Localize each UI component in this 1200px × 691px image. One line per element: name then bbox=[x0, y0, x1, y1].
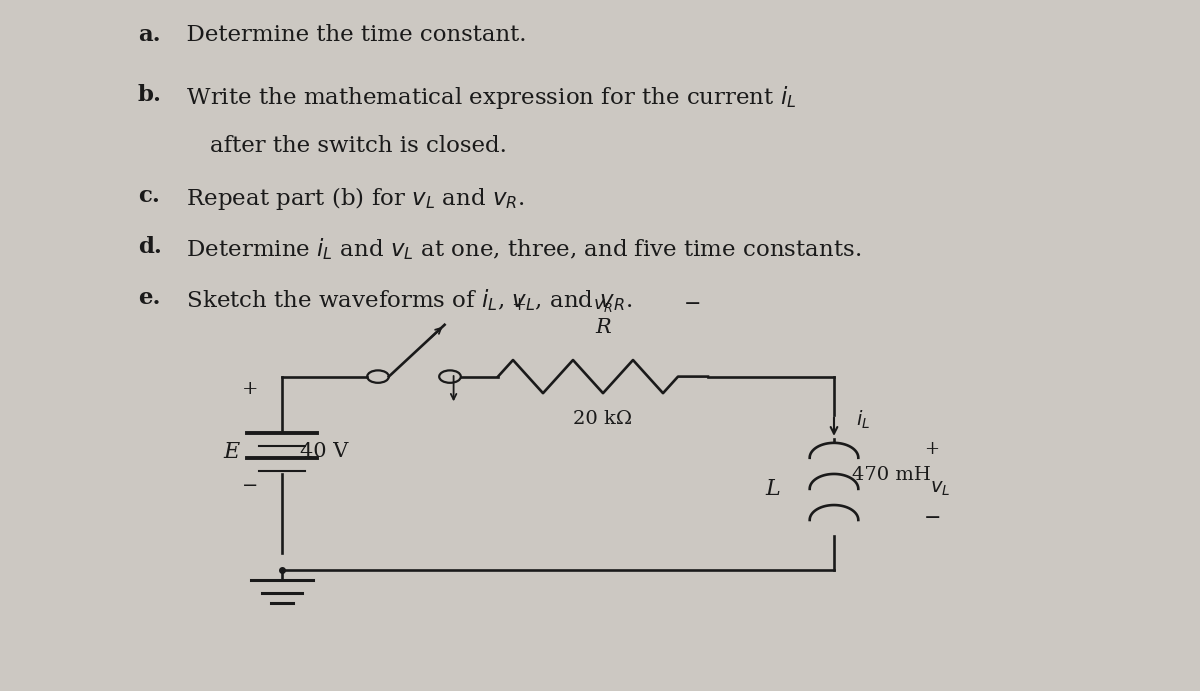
Text: +: + bbox=[511, 296, 527, 314]
Text: $v_R$: $v_R$ bbox=[593, 296, 613, 314]
Text: L: L bbox=[764, 478, 780, 500]
Text: E: E bbox=[223, 441, 240, 463]
Text: Sketch the waveforms of $i_L$, $v_L$, and $v_R$.: Sketch the waveforms of $i_L$, $v_L$, an… bbox=[172, 287, 632, 312]
Text: 40 V: 40 V bbox=[300, 442, 348, 462]
Text: Write the mathematical expression for the current $i_L$: Write the mathematical expression for th… bbox=[172, 84, 796, 111]
Text: a.: a. bbox=[138, 24, 161, 46]
Text: c.: c. bbox=[138, 185, 160, 207]
Text: +: + bbox=[924, 440, 938, 458]
Text: Determine the time constant.: Determine the time constant. bbox=[172, 24, 526, 46]
Text: −: − bbox=[241, 477, 258, 495]
Text: 20 kΩ: 20 kΩ bbox=[574, 410, 632, 428]
Text: R: R bbox=[595, 318, 611, 337]
Text: Repeat part (b) for $v_L$ and $v_R$.: Repeat part (b) for $v_L$ and $v_R$. bbox=[172, 185, 524, 212]
Text: Determine $i_L$ and $v_L$ at one, three, and five time constants.: Determine $i_L$ and $v_L$ at one, three,… bbox=[172, 236, 860, 262]
Text: 470 mH: 470 mH bbox=[852, 466, 931, 484]
Text: −: − bbox=[924, 509, 942, 528]
Text: e.: e. bbox=[138, 287, 161, 309]
Text: $v_L$: $v_L$ bbox=[930, 480, 950, 498]
Text: −: − bbox=[684, 295, 702, 314]
Text: $i_L$: $i_L$ bbox=[856, 409, 870, 431]
Text: d.: d. bbox=[138, 236, 162, 258]
Text: after the switch is closed.: after the switch is closed. bbox=[210, 135, 506, 157]
Text: b.: b. bbox=[138, 84, 162, 106]
Text: +: + bbox=[241, 380, 258, 398]
